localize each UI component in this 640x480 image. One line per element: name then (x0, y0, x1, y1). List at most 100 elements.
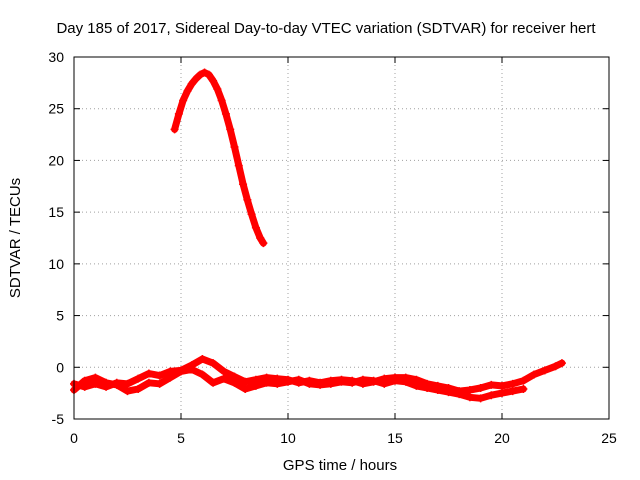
data-point (80, 376, 89, 385)
data-point (198, 355, 207, 364)
plot-frame (73, 56, 610, 420)
data-point (243, 195, 252, 204)
data-point (209, 76, 218, 85)
x-axis-label: GPS time / hours (283, 457, 397, 474)
data-series (70, 68, 566, 403)
data-point (155, 371, 164, 380)
data-point (294, 375, 303, 384)
data-point (102, 378, 111, 387)
data-point (348, 378, 357, 387)
y-tick-label: 0 (56, 359, 64, 375)
y-tick-label: 30 (48, 49, 64, 65)
data-point (487, 380, 496, 389)
data-point (508, 379, 517, 388)
data-point (305, 379, 314, 388)
data-point (551, 362, 560, 371)
series-band (171, 69, 267, 247)
data-point (226, 125, 235, 134)
y-tick-label: 5 (56, 308, 64, 324)
data-point (444, 388, 453, 397)
chart-title: Day 185 of 2017, Sidereal Day-to-day VTE… (56, 20, 596, 37)
data-point (219, 367, 228, 376)
data-point (144, 369, 153, 378)
data-point (241, 377, 250, 386)
data-point (498, 381, 506, 390)
data-point (219, 374, 228, 383)
data-point (134, 374, 143, 383)
data-point (112, 380, 121, 389)
data-point (369, 376, 378, 385)
data-point (241, 385, 250, 394)
data-point (519, 385, 528, 394)
data-point (508, 387, 517, 396)
data-point (196, 70, 205, 79)
data-point (487, 391, 496, 400)
series-band-b (70, 365, 528, 403)
data-point (179, 96, 188, 105)
data-point (284, 377, 292, 386)
grid (74, 57, 609, 419)
y-tick-label: 15 (48, 204, 64, 220)
data-point (209, 378, 218, 387)
data-point (358, 375, 367, 384)
data-point (230, 142, 239, 151)
data-point (412, 381, 421, 390)
y-tick-label: 25 (48, 101, 64, 117)
y-tick-label: -5 (52, 411, 65, 427)
data-point (540, 366, 549, 375)
data-point (391, 376, 399, 385)
data-point (134, 385, 143, 394)
data-point (209, 359, 218, 368)
data-point (155, 379, 164, 388)
data-point (239, 180, 248, 189)
data-point (557, 359, 566, 368)
data-point (174, 109, 183, 118)
data-point (123, 379, 132, 388)
data-point (423, 383, 432, 392)
data-point (217, 96, 226, 105)
data-point (200, 68, 209, 77)
data-point (187, 365, 196, 374)
x-tick-label: 15 (387, 430, 403, 446)
data-point (259, 239, 268, 248)
data-point (476, 394, 485, 403)
data-point (198, 370, 207, 379)
data-point (401, 377, 410, 386)
y-axis-label: SDTVAR / TECUs (7, 178, 24, 298)
x-tick-label: 0 (70, 430, 78, 446)
axis-ticks: 0 5 10 15 20 25 -5 0 5 10 15 20 25 30 (48, 49, 617, 446)
data-point (251, 223, 260, 232)
data-point (177, 367, 185, 376)
data-point (91, 373, 100, 382)
x-tick-label: 25 (601, 430, 617, 446)
data-point (123, 387, 132, 396)
data-point (380, 379, 389, 388)
data-point (316, 380, 325, 389)
data-point (166, 373, 175, 382)
data-point (230, 378, 239, 387)
data-point (204, 70, 213, 79)
series-arc-high (170, 68, 268, 248)
data-point (144, 378, 153, 387)
data-point (191, 74, 200, 83)
x-tick-label: 20 (494, 430, 510, 446)
data-point (221, 109, 230, 118)
data-point (326, 379, 335, 388)
data-point (251, 381, 260, 390)
data-point (337, 377, 346, 386)
data-point (187, 79, 196, 88)
data-point (465, 393, 474, 402)
data-point (247, 210, 256, 219)
data-point (465, 386, 474, 395)
data-point (455, 390, 464, 399)
x-tick-label: 10 (280, 430, 296, 446)
x-tick-label: 5 (177, 430, 185, 446)
y-tick-label: 10 (48, 256, 64, 272)
data-point (213, 85, 222, 94)
data-point (476, 383, 485, 392)
data-point (183, 87, 192, 96)
data-point (262, 378, 271, 387)
data-point (170, 125, 179, 134)
y-tick-label: 20 (48, 152, 64, 168)
